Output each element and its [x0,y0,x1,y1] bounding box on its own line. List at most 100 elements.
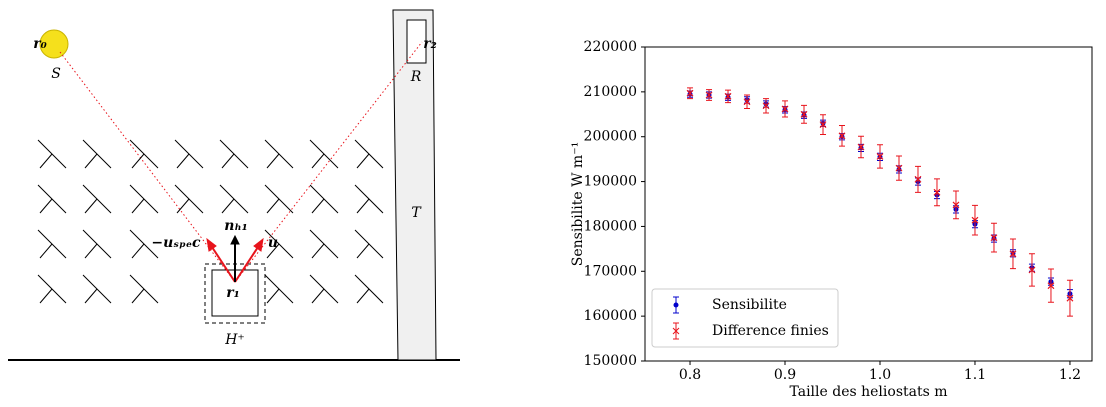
heliostat-symbol [37,274,67,304]
marker [857,143,865,151]
arrowhead [253,237,264,252]
stem [266,288,280,304]
heliostat-symbol [354,229,384,259]
stem [311,198,325,214]
stem [356,153,370,169]
marker [1009,250,1017,258]
stem [221,153,235,169]
legend: Sensibilite Difference finies [651,288,839,348]
marker [819,121,827,129]
marker [876,153,884,160]
heliostat-symbol [82,229,112,259]
stem [84,153,98,169]
y-tick-label: 180000 [584,218,637,234]
y-tick-label: 210000 [584,84,637,100]
arrow-uspec [209,243,236,283]
stem [311,153,325,169]
heliostat-symbol [129,274,159,304]
y-tick-label: 200000 [584,129,637,145]
label: S [51,66,61,82]
x-tick-label: 1.2 [1059,367,1081,383]
marker [724,92,732,100]
label: R [410,69,422,85]
marker [971,216,979,224]
heliostat-symbol [354,139,384,169]
label: r₁ [226,285,240,301]
arrowhead [206,237,217,252]
y-tick-label: 190000 [584,174,637,190]
marker [933,188,941,196]
label: r₀ [33,36,47,52]
marker [800,110,808,118]
label: nₕ₁ [224,218,248,234]
marker [990,234,998,242]
x-tick-label: 0.8 [679,367,701,383]
heliostat-symbol [264,184,294,214]
arrowhead [230,234,240,245]
stem [221,198,235,214]
marker [895,164,903,172]
marker [1047,282,1055,290]
stem [176,198,190,214]
stem [266,198,280,214]
chart: 150000 160000 170000 180000 190000 200000 2100… [570,39,1093,400]
stem [131,153,145,169]
stem [39,153,53,169]
marker [914,175,922,183]
marker [838,132,846,140]
stem [84,288,98,304]
marker [952,201,960,209]
label: H⁺ [224,332,245,348]
legend-box [651,288,839,348]
marker [781,105,789,113]
stem [356,243,370,259]
heliostat-symbol [129,139,159,169]
y-tick-label: 160000 [584,308,637,324]
heliostat-symbol [264,229,294,259]
stem [266,243,280,259]
stem [131,243,145,259]
stem [311,243,325,259]
heliostat-symbol [174,139,204,169]
marker [743,98,751,106]
stem [131,288,145,304]
series [686,87,1074,317]
heliostat-symbol [309,184,339,214]
heliostat-symbol [174,184,204,214]
heliostat-symbol [129,229,159,259]
stem [266,153,280,169]
x-axis-label: Taille des heliostats m [789,384,947,400]
heliostat-symbol [309,139,339,169]
stem [39,198,53,214]
plot-frame [644,46,1093,362]
legend-label: Sensibilite [712,297,787,313]
stem [39,243,53,259]
heliostat-symbol [219,184,249,214]
legend-marker [673,302,679,308]
marker [686,89,694,97]
stem [356,288,370,304]
legend-label: Difference finies [712,323,829,339]
sun [39,29,69,59]
heliostat-symbol [37,184,67,214]
x-tick-label: 1.0 [869,367,891,383]
tower [392,9,437,361]
heliostat-symbol [37,139,67,169]
stem [176,153,190,169]
label: T [411,205,422,221]
y-axis-label: Sensibilite W m⁻¹ [570,142,586,266]
stem [131,198,145,214]
series [687,90,1073,299]
y-tick-label: 170000 [584,263,637,279]
stem [311,288,325,304]
marker [705,91,713,99]
x-tick-label: 0.9 [774,367,796,383]
stem [39,288,53,304]
heliostat-symbol [309,229,339,259]
label: r₂ [423,36,437,52]
heliostat-field [37,139,384,304]
marker [1028,266,1036,274]
arrow-u [234,243,261,283]
